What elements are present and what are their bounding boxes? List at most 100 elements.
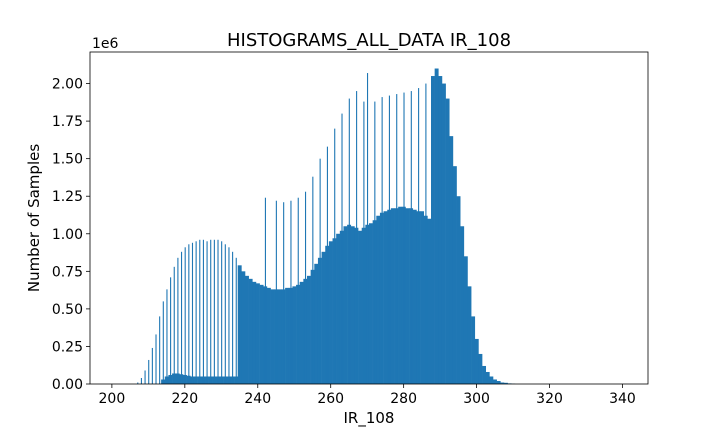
histogram-bar-body	[420, 211, 425, 384]
histogram-bar-spike	[410, 91, 412, 384]
histogram-bar-spike	[319, 158, 321, 384]
histogram-bar-spike	[180, 251, 183, 384]
histogram-bar-spike	[312, 176, 314, 384]
histogram-bar-spike	[235, 257, 237, 384]
histogram-bar-body	[266, 287, 271, 384]
histogram-bar-body	[449, 136, 454, 384]
histogram-bar-spike	[199, 239, 201, 384]
histogram-bar-body	[431, 76, 435, 384]
y-axis-ticks: 0.00 0.25 0.50 0.75 1.00 1.25 1.50 1.75 2.00	[52, 77, 90, 393]
histogram-bar-body	[445, 98, 450, 384]
histogram-bar-spike	[184, 247, 186, 384]
histogram-bar-spike	[140, 377, 142, 384]
histogram-bar-spike	[341, 113, 343, 384]
histogram-bar-body	[307, 275, 311, 384]
histogram-bar-body	[427, 218, 432, 384]
histogram-bar-body	[478, 353, 483, 384]
histogram-bar-spike	[363, 101, 365, 384]
histogram-bar-spike	[381, 97, 383, 384]
chart-title: HISTOGRAMS_ALL_DATA IR_108	[227, 30, 511, 51]
histogram-bar-spike	[170, 277, 172, 384]
histogram-bar-spike	[326, 146, 328, 384]
histogram-bar-body	[456, 196, 461, 384]
y-axis-offset-label: 1e6	[92, 36, 119, 52]
histogram-bar-body	[358, 230, 363, 384]
histogram-bar-spike	[232, 251, 234, 384]
histogram-bar-body	[350, 226, 355, 384]
histogram-bar-body	[252, 281, 257, 384]
histogram-bar-body	[255, 283, 260, 384]
x-tick-label: 280	[390, 391, 417, 407]
histogram-bar-spike	[356, 91, 358, 384]
histogram-bar-body	[405, 208, 410, 384]
histogram-bar-spike	[224, 244, 226, 384]
histogram-bar-body	[292, 286, 297, 384]
histogram-bar-spike	[217, 239, 219, 384]
histogram-bar-body	[245, 275, 249, 384]
x-tick-label: 320	[536, 391, 563, 407]
histogram-bar-body	[474, 338, 479, 384]
histogram-bar-body	[277, 289, 282, 384]
histogram-bar-body	[496, 381, 501, 384]
histogram-bar-body	[241, 271, 246, 384]
histogram-bar-spike	[177, 257, 179, 384]
histogram-bar-body	[398, 206, 403, 384]
histogram-bar-body	[314, 263, 319, 384]
y-tick-label: 1.25	[52, 189, 83, 205]
histogram-bar-spike	[275, 200, 277, 384]
histogram-bar-spike	[162, 301, 164, 384]
histogram-bar-spike	[173, 266, 175, 384]
histogram-bar-spike	[151, 347, 153, 384]
histogram-bar-spike	[418, 88, 420, 385]
histogram-bar-spike	[202, 239, 204, 384]
histogram-bar-spike	[264, 197, 266, 384]
histogram-bar-body	[463, 256, 468, 384]
x-axis-label: IR_108	[344, 409, 395, 428]
histogram-bar-body	[321, 251, 326, 384]
x-tick-label: 240	[244, 391, 271, 407]
histogram-bar-body	[452, 166, 457, 384]
x-axis-ticks: 200 220 240 260 280 300 320 340	[99, 384, 636, 407]
x-tick-label: 220	[171, 391, 198, 407]
histogram-bar-body	[412, 209, 417, 384]
histogram-bar-spike	[348, 98, 350, 384]
histogram-bar-spike	[213, 239, 215, 384]
y-axis-label: Number of Samples	[25, 144, 43, 292]
histogram-bar-body	[237, 265, 242, 384]
histogram-bar-spike	[195, 241, 197, 384]
histogram-bar-body	[285, 287, 290, 384]
histogram-bar-spike	[155, 334, 157, 384]
histogram-bar-body	[259, 284, 264, 384]
histogram-bar-spike	[221, 241, 223, 384]
histogram-bar-body	[376, 215, 381, 384]
histogram-bar-body	[390, 208, 395, 384]
y-tick-label: 0.00	[52, 377, 83, 393]
histogram-bars	[137, 68, 516, 385]
histogram-bar-spike	[403, 92, 405, 384]
histogram-bar-body	[248, 278, 253, 384]
histogram-bar-body	[336, 233, 341, 384]
y-tick-label: 0.50	[52, 302, 83, 318]
histogram-bar-body	[500, 382, 505, 384]
histogram-bar-spike	[228, 247, 230, 384]
histogram-bar-body	[434, 68, 439, 385]
histogram-bar-spike	[374, 101, 376, 384]
histogram-bar-body	[441, 83, 446, 385]
histogram-bar-spike	[283, 202, 285, 384]
x-tick-label: 340	[609, 391, 636, 407]
histogram-bar-spike	[388, 95, 390, 384]
histogram-bar-body	[482, 365, 487, 384]
histogram-bar-spike	[206, 241, 208, 384]
x-tick-label: 300	[463, 391, 490, 407]
histogram-bar-spike	[334, 128, 336, 384]
y-tick-label: 1.00	[52, 227, 83, 243]
histogram-bar-spike	[396, 94, 398, 384]
histogram-bar-body	[493, 379, 497, 384]
histogram-bar-body	[460, 226, 465, 384]
x-tick-label: 260	[317, 391, 344, 407]
histogram-bar-body	[369, 223, 373, 384]
x-tick-label: 200	[99, 391, 126, 407]
histogram-bar-spike	[297, 197, 299, 384]
histogram-bar-body	[343, 226, 348, 384]
